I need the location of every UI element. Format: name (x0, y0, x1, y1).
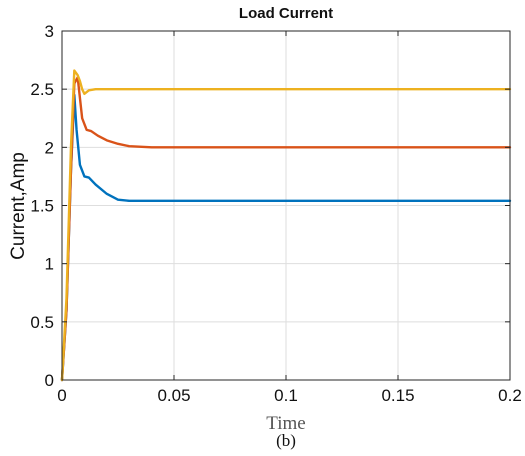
y-axis-label: Current,Amp (8, 152, 29, 260)
y-tick-label: 0 (45, 371, 54, 390)
y-tick-label: 1.5 (30, 197, 54, 216)
tick-layer: 0 0.05 0.1 0.15 0.2 0 0.5 1 1.5 2 2.5 3 (30, 22, 521, 405)
x-tick-label: 0.15 (381, 386, 414, 405)
y-tick-label: 1 (45, 255, 54, 274)
y-tick-label: 0.5 (30, 313, 54, 332)
series-line-3 (60, 69, 512, 382)
x-tick-label: 0 (57, 386, 66, 405)
x-tick-label: 0.1 (274, 386, 298, 405)
x-axis-label: Time (266, 413, 305, 434)
x-tick-label: 0.2 (498, 386, 522, 405)
y-tick-label: 2 (45, 138, 54, 157)
figure-caption: (b) (276, 431, 296, 450)
series-layer (60, 69, 512, 382)
y-tick-label: 3 (45, 22, 54, 41)
x-tick-label: 0.05 (157, 386, 190, 405)
chart-title: Load Current (239, 5, 333, 22)
y-tick-label: 2.5 (30, 80, 54, 99)
